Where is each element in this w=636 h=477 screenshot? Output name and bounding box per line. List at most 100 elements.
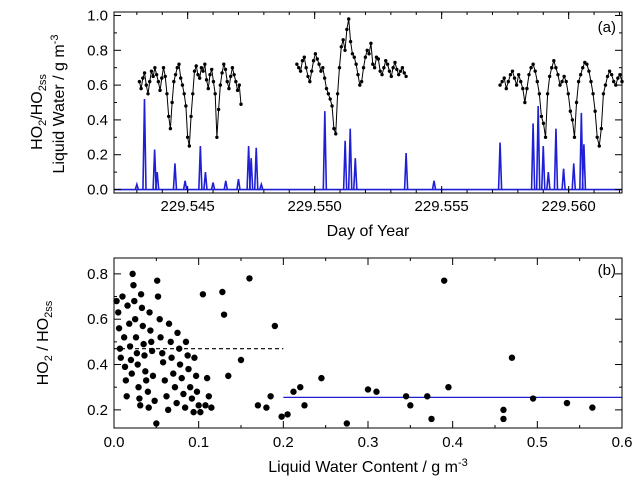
y-tick-label: 0.2 [87,147,108,164]
scatter-point [163,393,170,400]
liquid-water-peak [253,147,259,190]
panel-a-y-axis-title: HO2/HO2ss [29,74,49,150]
scatter-point [500,415,507,423]
ratio-point [337,65,342,70]
ratio-point [506,79,511,84]
ratio-point [141,76,145,80]
ratio-point [146,92,150,96]
scatter-point [529,395,537,402]
liquid-water-peak [259,181,264,190]
ratio-point [334,132,338,136]
ratio-point [184,104,188,108]
scatter-point [278,413,285,420]
ratio-point [306,74,310,79]
ratio-point [144,83,148,87]
scatter-point [142,368,149,375]
ratio-point [237,83,241,87]
ratio-point [172,79,176,84]
ratio-point [566,92,570,96]
scatter-point [135,384,142,391]
ratio-point [352,55,356,59]
scatter-point [113,297,120,305]
ratio-point [179,76,183,80]
scatter-point [144,388,152,395]
ratio-point [372,65,377,70]
panel-a-x-axis-title: Day of Year [327,223,410,240]
liquid-water-peak [172,163,178,190]
panel-b-y-axis-title: HO2 / HO2ss [35,300,55,385]
scatter-point [164,406,172,414]
ratio-point [384,59,388,63]
ratio-point [387,69,392,73]
scatter-point [203,374,211,382]
liquid-water-peak [347,128,353,190]
scatter-point [126,320,133,327]
scatter-point [193,388,201,395]
ratio-point [512,76,517,80]
x-tick-label: 0.3 [358,434,379,451]
scatter-point [182,338,190,346]
ratio-point [564,79,568,84]
ratio-point [206,86,210,91]
ratio-point [523,100,527,105]
ratio-point [354,62,358,66]
ratio-point [180,83,185,87]
ratio-point [317,62,321,66]
y-tick-label: 0.6 [87,77,108,94]
scatter-point [175,345,183,352]
liquid-water-peak [581,144,587,190]
ratio-point [139,86,143,91]
scatter-point [130,282,137,289]
scatter-point [318,374,325,382]
scatter-point [188,395,196,402]
ratio-point [149,69,154,73]
ratio-point [576,79,581,84]
liquid-water-peak [431,180,437,190]
ratio-point [328,97,332,101]
ratio-point [182,92,186,96]
scatter-point [197,408,204,416]
scatter-point [176,361,184,368]
scatter-point [121,363,129,370]
x-tick-label: 0.2 [273,434,294,451]
ratio-point [160,76,164,80]
ratio-point [363,55,368,59]
ratio-point [156,79,161,84]
ratio-point [585,62,589,66]
scatter-point [178,374,185,382]
ratio-point [148,79,152,84]
scatter-point [137,291,145,298]
scatter-point [170,370,177,377]
scatter-point [290,388,297,395]
ratio-point [541,121,546,126]
ratio-point [356,72,360,77]
ratio-point [570,118,575,122]
liquid-water-peak [535,105,541,190]
ratio-point [572,135,577,140]
liquid-water-peak [322,111,328,190]
ratio-point [535,79,539,84]
scatter-point [191,354,198,361]
ratio-point [324,86,329,91]
scatter-point [132,334,140,341]
ratio-point [516,72,521,77]
scatter-point [153,277,161,284]
y-tick-label: 0.8 [87,266,108,283]
liquid-water-peak [561,168,566,190]
ratio-point [168,126,173,131]
ratio-point [504,86,508,91]
ratio-point [347,17,351,21]
panel-b-frame [113,257,623,429]
scatter-point [131,316,139,323]
scatter-point [157,334,164,341]
ratio-point [350,52,355,56]
ratio-point [175,65,179,70]
scatter-point [167,338,174,346]
scatter-point [180,390,187,398]
ratio-point [498,83,502,87]
ratio-point [187,144,192,148]
scatter-point [225,372,232,380]
scatter-point [343,420,351,427]
ratio-point [332,126,336,131]
ratio-point [554,65,558,70]
